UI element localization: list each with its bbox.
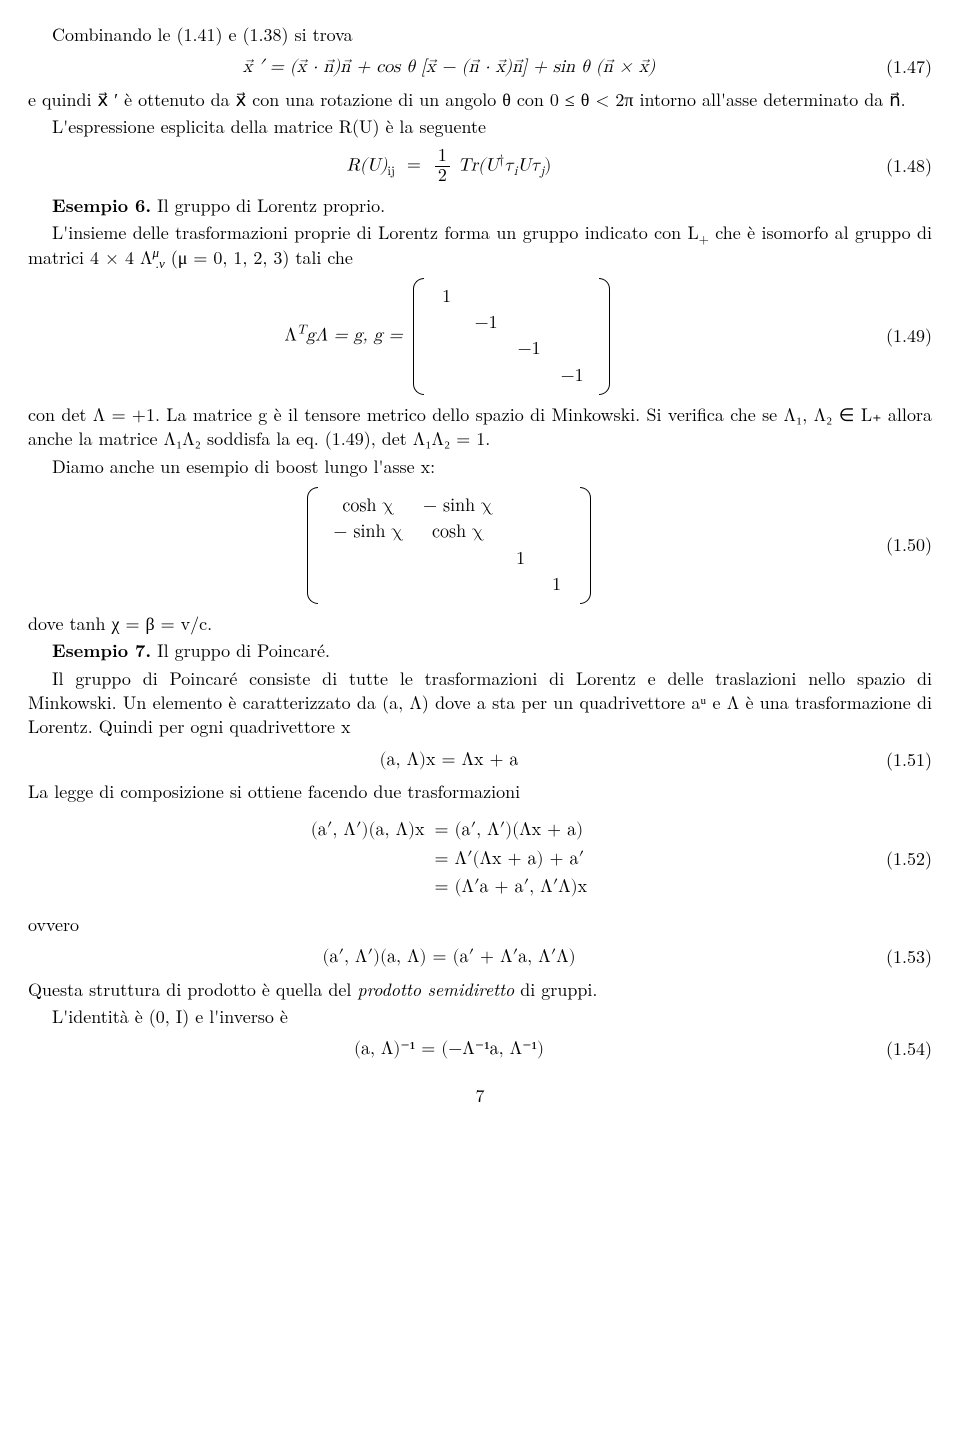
frac-num: 1 — [435, 147, 450, 167]
equation-1-51: (a, Λ)x = Λx + a (1.51) — [28, 748, 932, 772]
b-23 — [539, 546, 575, 572]
b-33: 1 — [539, 572, 575, 598]
para-composition: La legge di composizione si ottiene face… — [28, 780, 932, 804]
eq-1-48-lhs: R(U) — [347, 156, 388, 174]
eq-1-49-pre2: gΛ = g, g = — [306, 326, 408, 344]
para-lorentz-a: L'insieme delle trasformazioni proprie d… — [52, 220, 699, 245]
equation-1-54: (a, Λ)⁻¹ = (−Λ⁻¹a, Λ⁻¹) (1.54) — [28, 1037, 932, 1061]
esempio-7-text: Il gruppo di Poincaré. — [151, 638, 330, 663]
esempio-7: Esempio 7. Il gruppo di Poincaré. — [28, 639, 932, 663]
b-20 — [323, 546, 413, 572]
para-intro: Combinando le (1.41) e (1.38) si trova — [28, 23, 932, 47]
eq-1-53-expr: (a′, Λ′)(a, Λ) = (a′ + Λ′a, Λ′Λ) — [322, 948, 575, 966]
b-22: 1 — [503, 546, 539, 572]
g-11: −1 — [465, 310, 508, 336]
boost-matrix: cosh χ − sinh χ − sinh χ cosh χ 1 — [307, 487, 590, 604]
esempio-6-label: Esempio 6. — [52, 193, 151, 218]
g-00: 1 — [429, 284, 465, 310]
b-11: cosh χ — [413, 519, 503, 545]
para-ovvero: ovvero — [28, 913, 932, 937]
para-semidiretto: Questa struttura di prodotto è quella de… — [28, 978, 932, 1002]
para-lorentz-group: L'insieme delle trasformazioni proprie d… — [28, 221, 932, 270]
eq-1-48-rhs-b: τ — [504, 156, 514, 174]
g-33: −1 — [551, 363, 594, 389]
equation-1-50: cosh χ − sinh χ − sinh χ cosh χ 1 — [28, 487, 932, 604]
page-number: 7 — [28, 1084, 932, 1108]
p11b: prodotto semidiretto — [357, 977, 514, 1002]
eq-1-48-number: (1.48) — [870, 154, 932, 178]
para-identity: L'identità è (0, I) e l'inverso è — [28, 1005, 932, 1029]
align-1-l: (a′, Λ′)(a, Λ)x — [311, 821, 425, 839]
b-21 — [413, 546, 503, 572]
equation-1-52: (a′, Λ′)(a, Λ)x =(a′, Λ′)(Λx + a) =Λ′(Λx… — [28, 812, 932, 905]
esempio-6-text: Il gruppo di Lorentz proprio. — [151, 193, 385, 218]
eq-1-54-number: (1.54) — [870, 1037, 932, 1061]
eq-1-50-number: (1.50) — [870, 533, 932, 557]
b-31 — [413, 572, 503, 598]
align-1-r: (a′, Λ′)(Λx + a) — [454, 821, 583, 839]
eq-1-52-number: (1.52) — [870, 847, 932, 871]
p11a: Questa struttura di prodotto è quella de… — [28, 977, 357, 1002]
b-30 — [323, 572, 413, 598]
eq-1-48-rhs-c: Uτ — [517, 156, 540, 174]
esempio-7-label: Esempio 7. — [52, 638, 151, 663]
eq-1-51-number: (1.51) — [870, 748, 932, 772]
para-boost: Diamo anche un esempio di boost lungo l'… — [28, 455, 932, 479]
eq-1-49-pre: Λ — [284, 326, 297, 344]
b-03 — [539, 493, 575, 519]
b-01: − sinh χ — [413, 493, 503, 519]
b-10: − sinh χ — [323, 519, 413, 545]
para-tanh: dove tanh χ = β = v/c. — [28, 612, 932, 636]
equation-1-48: R(U)ij = 12 Tr(U†τiUτj) (1.48) — [28, 147, 932, 186]
align-2-r: Λ′(Λx + a) + a′ — [454, 850, 584, 868]
b-00: cosh χ — [323, 493, 413, 519]
b-13 — [539, 519, 575, 545]
b-02 — [503, 493, 539, 519]
para-poincare: Il gruppo di Poincaré consiste di tutte … — [28, 667, 932, 740]
align-3-r: (Λ′a + a′, Λ′Λ)x — [454, 878, 587, 896]
eq-1-49-number: (1.49) — [870, 324, 932, 348]
aligned-eqs: (a′, Λ′)(a, Λ)x =(a′, Λ′)(Λx + a) =Λ′(Λx… — [309, 816, 589, 901]
frac-den: 2 — [435, 167, 450, 186]
eq-1-48-sub: ij — [387, 165, 395, 178]
metric-matrix: 1 −1 −1 −1 — [413, 278, 610, 395]
para-rotation: e quindi x⃗ ′ è ottenuto da x⃗ con una r… — [28, 88, 932, 112]
eq-1-47-number: (1.47) — [870, 55, 932, 79]
eq-1-53-number: (1.53) — [870, 945, 932, 969]
equation-1-53: (a′, Λ′)(a, Λ) = (a′ + Λ′a, Λ′Λ) (1.53) — [28, 945, 932, 969]
eq-1-48-rhs-a: Tr(U — [458, 156, 499, 174]
eq-1-54-expr: (a, Λ)⁻¹ = (−Λ⁻¹a, Λ⁻¹) — [354, 1040, 544, 1058]
equation-1-49: ΛTgΛ = g, g = 1 −1 −1 −1 (1.49) — [28, 278, 932, 395]
para-det: con det Λ = +1. La matrice g è il tensor… — [28, 403, 932, 452]
b-12 — [503, 519, 539, 545]
eq-1-47-expr: x⃗ ′ = (x⃗ · n⃗)n⃗ + cos θ [x⃗ − (n⃗ · x… — [243, 58, 656, 76]
g-22: −1 — [508, 336, 551, 362]
equation-1-47: x⃗ ′ = (x⃗ · n⃗)n⃗ + cos θ [x⃗ − (n⃗ · x… — [28, 55, 932, 79]
b-32 — [503, 572, 539, 598]
para-explicit-expr: L'espressione esplicita della matrice R(… — [28, 115, 932, 139]
eq-1-51-expr: (a, Λ)x = Λx + a — [380, 751, 519, 769]
para-lorentz-c: (μ = 0, 1, 2, 3) tali che — [165, 245, 353, 270]
esempio-6: Esempio 6. Il gruppo di Lorentz proprio. — [28, 194, 932, 218]
p11c: di gruppi. — [514, 977, 597, 1002]
